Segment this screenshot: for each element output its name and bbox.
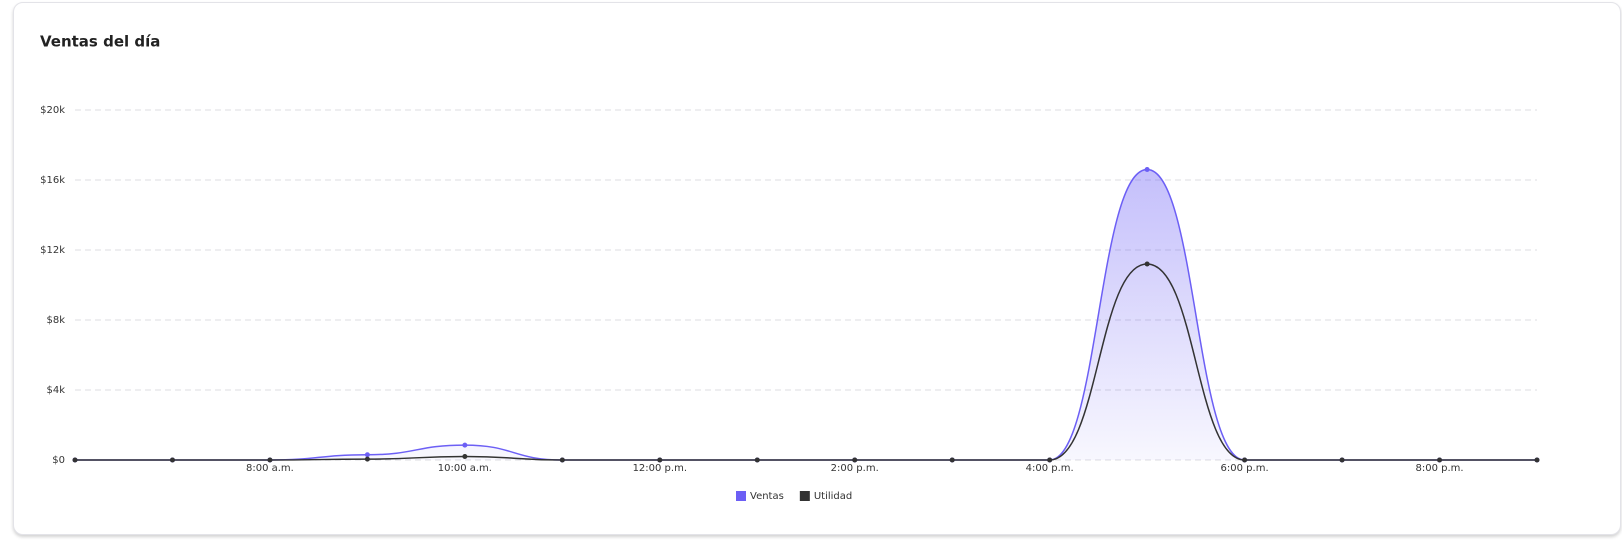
point [559, 457, 565, 463]
y-tick-label: $12k [40, 245, 65, 256]
legend-label: Utilidad [814, 491, 852, 502]
point [1144, 167, 1150, 172]
point [169, 457, 175, 463]
point [1144, 261, 1150, 267]
point [72, 457, 78, 463]
x-tick-label: 6:00 p.m. [1221, 463, 1269, 474]
point [462, 454, 468, 459]
point [1047, 457, 1053, 463]
point [462, 442, 468, 448]
point [852, 457, 858, 463]
y-tick-label: $4k [46, 385, 65, 396]
point [1242, 457, 1248, 463]
line [74, 263, 1537, 461]
x-tick-label: 12:00 p.m. [633, 463, 687, 474]
legend-label: Ventas [750, 491, 784, 502]
x-tick-label: 8:00 p.m. [1415, 463, 1463, 474]
legend-swatch [736, 491, 746, 501]
point [1437, 457, 1443, 463]
point [364, 456, 370, 462]
point [1339, 457, 1345, 463]
area [75, 169, 1537, 460]
chart-title: Ventas del día [40, 33, 160, 51]
y-tick-label: $0 [52, 455, 65, 466]
point [267, 457, 273, 463]
point [1534, 457, 1540, 463]
x-tick-label: 4:00 p.m. [1026, 463, 1074, 474]
point [949, 457, 955, 463]
card [13, 2, 1621, 535]
x-tick-label: 2:00 p.m. [831, 463, 879, 474]
point [364, 452, 370, 458]
y-tick-label: $8k [46, 315, 65, 326]
legend-swatch [799, 491, 810, 501]
x-tick-label: 8:00 a.m. [246, 463, 294, 474]
point [754, 457, 760, 463]
y-tick-label: $20k [40, 105, 65, 116]
y-tick-label: $16k [40, 175, 65, 186]
line [74, 168, 1537, 461]
point [657, 457, 663, 463]
x-tick-label: 10:00 a.m. [438, 463, 492, 474]
